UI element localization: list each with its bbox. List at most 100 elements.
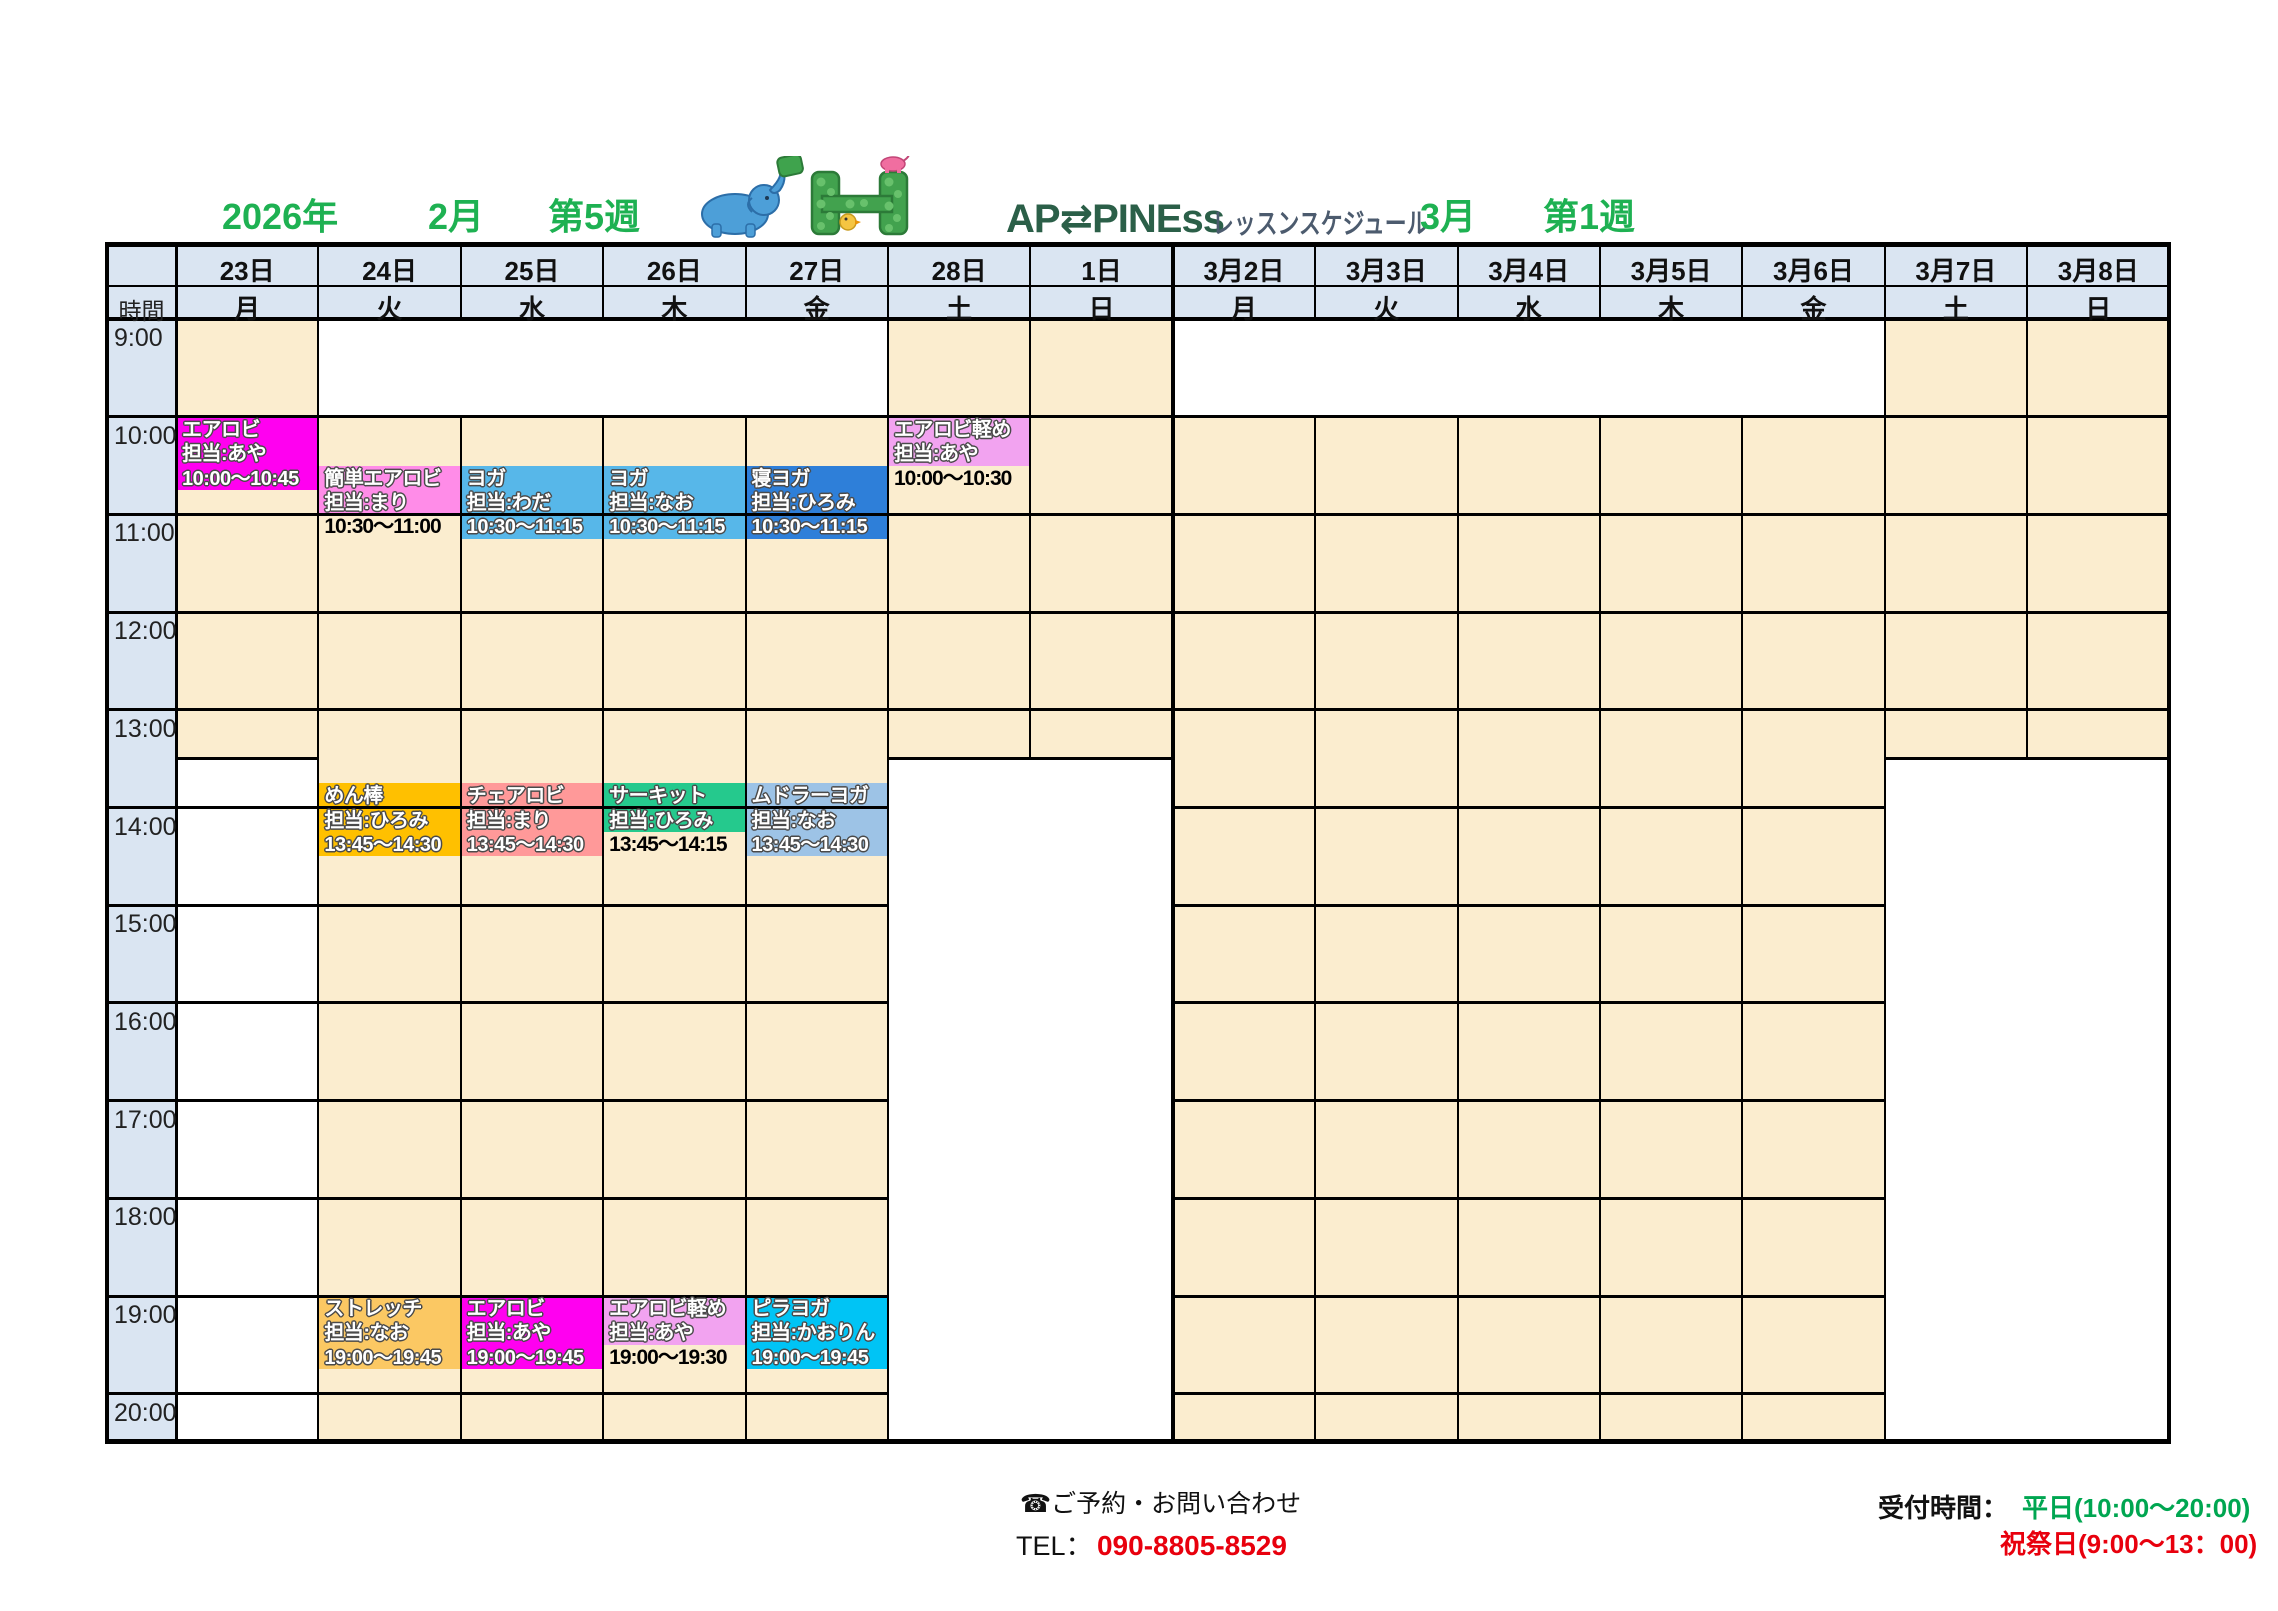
lesson-name: エアロビ [182, 418, 261, 441]
column-day-label: 水 [518, 294, 545, 324]
lesson-name: めん棒 [324, 785, 383, 808]
lesson-time: 10:30～11:15 [609, 516, 725, 539]
lesson-name: 寝ヨガ [751, 467, 811, 490]
contact-label: ☎ご予約・お問い合わせ [1020, 1490, 1302, 1518]
lesson-name: ヨガ [609, 467, 649, 490]
hour-label: 11:00 [114, 519, 175, 548]
col-divider [2026, 319, 2029, 759]
column-date-label: 27日 [789, 256, 845, 286]
lesson-block [887, 416, 1031, 466]
header-col-divider [1883, 244, 1886, 319]
lesson-instructor: 担当:なお [609, 491, 694, 514]
header-col-divider [2026, 244, 2029, 319]
lesson-name: サーキット [609, 785, 707, 808]
day-cell-open-morning [2027, 319, 2170, 759]
hour-line [107, 1392, 888, 1396]
header-col-divider [1598, 244, 1601, 319]
lesson-block [318, 1296, 461, 1370]
column-date-label: 23日 [219, 256, 275, 286]
hour-line [107, 1001, 888, 1005]
lesson-time: 19:00～19:45 [466, 1346, 584, 1369]
schedule-month-left: 2月 [428, 196, 485, 237]
lesson-instructor: 担当:かおりん [751, 1322, 876, 1345]
column-day-label: 月 [1230, 294, 1257, 324]
tel-number: 090-8805-8529 [1096, 1530, 1287, 1561]
lesson-instructor: 担当:なお [324, 1322, 409, 1345]
header-col-divider [459, 244, 462, 319]
schedule-week-right: 第1週 [1543, 196, 1636, 237]
lesson-time: 13:45～14:30 [751, 833, 869, 856]
hour-label: 17:00 [114, 1105, 177, 1134]
lesson-block [603, 1296, 746, 1345]
lesson-instructor: 担当:まり [466, 809, 552, 832]
lesson-block [603, 465, 746, 539]
lesson-instructor: 担当:あや [893, 443, 979, 466]
hour-label: 13:00 [114, 714, 177, 743]
table-left-border [105, 242, 109, 1443]
header-col-divider [1314, 244, 1317, 319]
column-date-label: 26日 [646, 256, 702, 286]
schedule-year: 2026年 [222, 196, 339, 237]
lesson-name: エアロビ軽め [609, 1298, 727, 1320]
header-col-divider [1456, 244, 1459, 319]
lesson-time: 19:00～19:45 [324, 1346, 442, 1369]
day-cell-open-day [1315, 416, 1458, 1441]
lesson-instructor: 担当:ひろみ [324, 809, 429, 832]
day-cell-open-day [1599, 416, 1743, 1441]
logo-subtitle: レッスンスケジュール [1212, 208, 1429, 239]
lesson-time: 10:30～11:15 [466, 516, 583, 539]
hour-label: 9:00 [114, 324, 163, 352]
lesson-block [460, 783, 604, 857]
column-date-label: 3月7日 [1915, 256, 1997, 286]
leaf-icon [776, 153, 804, 178]
lesson-instructor: 担当:ひろみ [609, 809, 713, 832]
col-divider [317, 319, 320, 1441]
half-hour-line [176, 757, 319, 761]
hour-line [1172, 903, 1885, 907]
column-date-label: 3月5日 [1630, 256, 1712, 286]
table-top-border [105, 241, 2172, 247]
lesson-block [745, 783, 888, 857]
lesson-block [745, 1296, 888, 1370]
header-col-divider [744, 244, 747, 319]
lesson-block [460, 465, 604, 539]
column-day-label: 水 [1515, 294, 1542, 324]
header-bottom [105, 317, 2172, 321]
lesson-time: 13:45～14:30 [324, 833, 442, 856]
hour-line [107, 708, 2170, 712]
lesson-name: エアロビ軽め [893, 418, 1012, 441]
col-divider [602, 416, 605, 1441]
column-date-label: 3月3日 [1345, 256, 1427, 286]
hour-label: 18:00 [114, 1203, 177, 1232]
hour-line [107, 1099, 888, 1103]
half-hour-line [887, 757, 1031, 761]
pink-elephant-icon [880, 151, 911, 173]
table-bottom-border [105, 1438, 2172, 1444]
column-day-label: 木 [1658, 294, 1685, 324]
day-cell-open-day [318, 416, 461, 1441]
hour-line [1172, 1001, 1885, 1005]
lesson-name: チェアロビ [466, 785, 565, 808]
hour-line [107, 1196, 888, 1200]
time-column [107, 319, 176, 1441]
col-divider [1029, 319, 1032, 759]
hour-line [1172, 1099, 1885, 1103]
hour-label: 14:00 [114, 812, 177, 841]
column-day-label: 火 [376, 294, 403, 324]
header-col-divider [317, 244, 320, 319]
col-divider [1598, 416, 1601, 1441]
column-day-label: 月 [234, 294, 261, 324]
header-divider [107, 285, 2170, 287]
column-day-label: 日 [2085, 294, 2112, 324]
blue-elephant-icon [701, 163, 786, 238]
hour-line [1172, 1392, 1885, 1396]
half-hour-line [1030, 757, 1173, 761]
lesson-instructor: 担当:あや [609, 1322, 694, 1345]
table-right-border [2167, 242, 2172, 1443]
column-day-label: 木 [661, 294, 688, 324]
column-day-label: 金 [1800, 294, 1827, 324]
hour-line [107, 1294, 888, 1298]
column-date-label: 3月4日 [1488, 256, 1570, 286]
hour-label: 12:00 [114, 617, 177, 646]
